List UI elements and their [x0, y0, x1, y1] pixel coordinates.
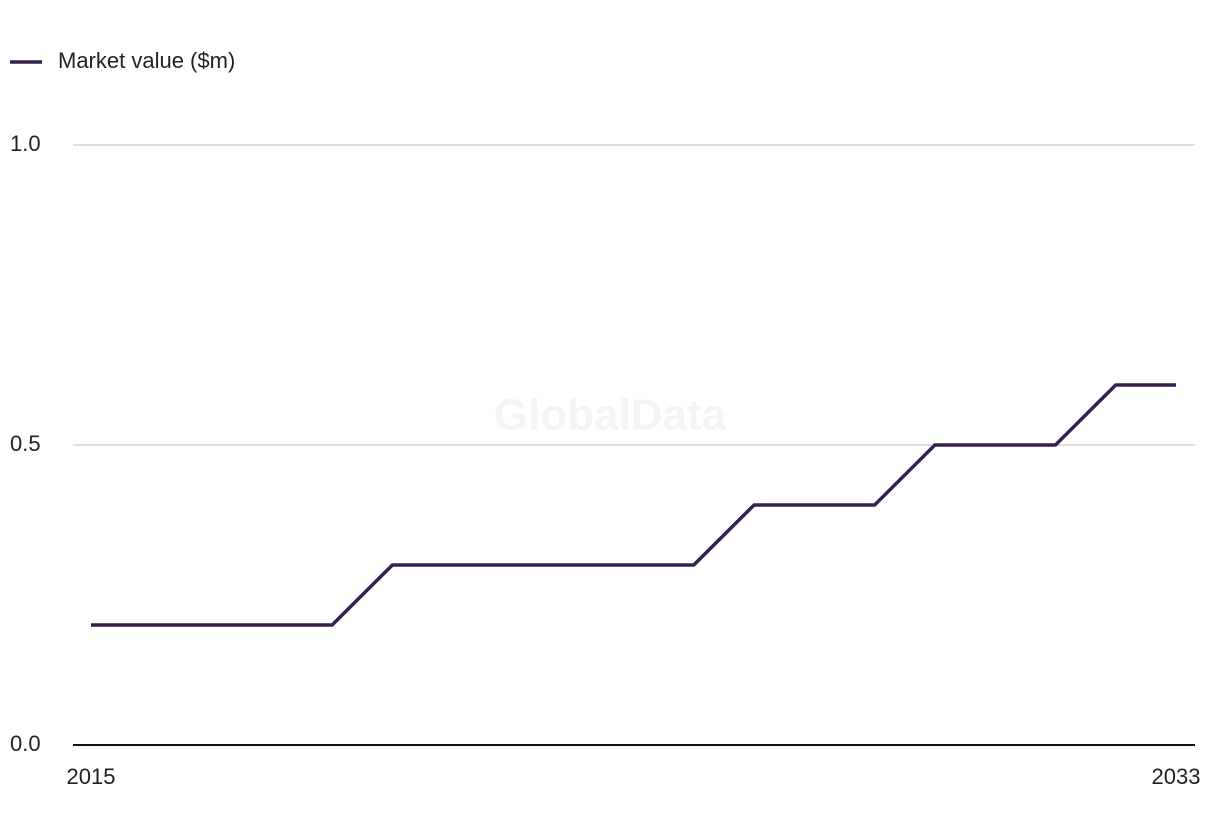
line [91, 383, 1176, 627]
legend-label: Market value ($m) [58, 48, 235, 73]
watermark: GlobalData [494, 391, 727, 440]
y-tick-label: 0.0 [10, 731, 41, 756]
x-tick-label: 2015 [67, 764, 116, 789]
y-tick-label: 0.5 [10, 431, 41, 456]
y-tick-label: 1.0 [10, 131, 41, 156]
x-tick-label: 2033 [1152, 764, 1201, 789]
